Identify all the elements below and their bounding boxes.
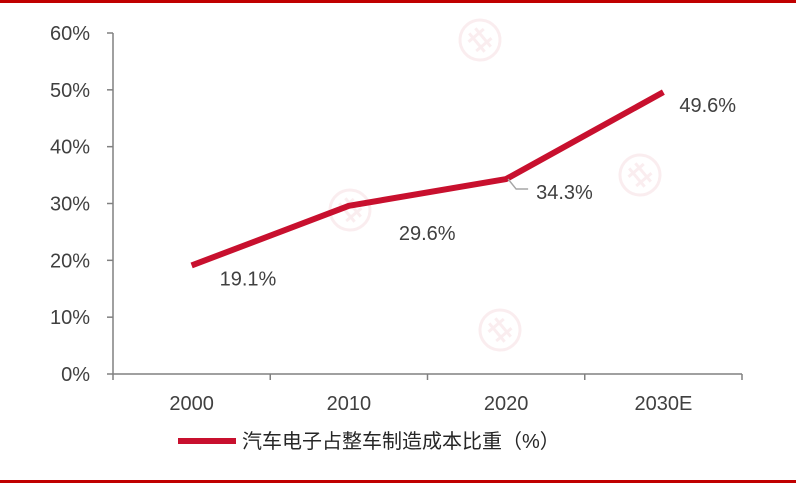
- y-tick-label: 40%: [50, 137, 90, 159]
- series-line: [190, 89, 665, 269]
- watermark-glyph: [627, 162, 653, 188]
- watermark-circle: [328, 188, 372, 232]
- watermark-layer: [328, 18, 662, 352]
- y-tick-label: 50%: [50, 80, 90, 102]
- watermark-glyph: [467, 27, 493, 53]
- y-tick-label: 20%: [50, 250, 90, 272]
- watermark-2: [618, 153, 662, 197]
- data-label: 29.6%: [399, 223, 456, 245]
- data-label: 19.1%: [220, 268, 277, 290]
- watermark-glyph: [487, 317, 513, 343]
- legend: 汽车电子占整车制造成本比重（%）: [178, 430, 560, 453]
- bottom-rule: [0, 480, 796, 483]
- x-tick-label: 2020: [484, 393, 529, 415]
- leader-line: [507, 178, 529, 190]
- y-tick-label: 10%: [50, 307, 90, 329]
- watermark-circle: [458, 18, 502, 62]
- data-label: 49.6%: [679, 95, 736, 117]
- watermark-1: [458, 18, 502, 62]
- watermark-3: [478, 308, 522, 352]
- x-tick-label: 2030E: [634, 393, 692, 415]
- y-tick-label: 60%: [50, 23, 90, 45]
- watermark-circle: [478, 308, 522, 352]
- y-tick-label: 30%: [50, 194, 90, 216]
- top-rule: [0, 0, 796, 3]
- data-label: 34.3%: [536, 182, 593, 204]
- x-tick-label: 2010: [327, 393, 372, 415]
- x-tick-label: 2000: [169, 393, 214, 415]
- legend-label: 汽车电子占整车制造成本比重（%）: [242, 430, 560, 453]
- y-tick-label: 0%: [61, 364, 90, 386]
- watermark-circle: [618, 153, 662, 197]
